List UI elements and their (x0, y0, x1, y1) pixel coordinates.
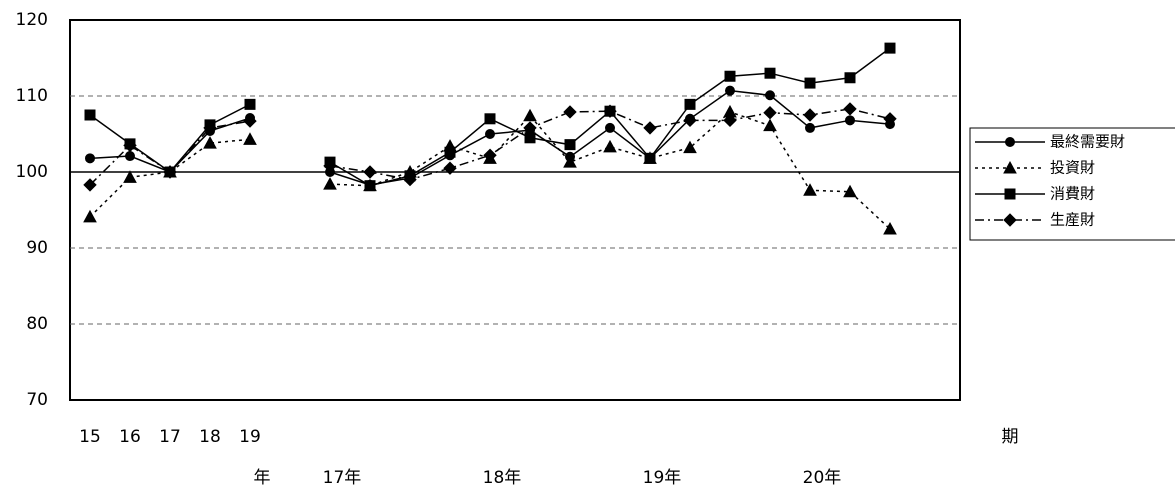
marker (203, 121, 217, 135)
marker (364, 180, 376, 192)
marker (123, 170, 137, 183)
series-line (89, 111, 891, 230)
x-group-label: 17年 (323, 468, 362, 488)
marker (484, 113, 496, 125)
legend-marker (1005, 137, 1015, 147)
legend-label: 生産財 (1050, 211, 1095, 229)
x-axis-label: 期 (1002, 427, 1019, 447)
x-group-label: 19年 (643, 468, 682, 488)
marker (764, 67, 776, 79)
marker (724, 70, 736, 82)
marker (163, 165, 177, 179)
x-tick-label: 16 (119, 427, 141, 447)
y-tick-label: 100 (16, 162, 48, 182)
marker (804, 77, 816, 89)
plot-frame (69, 19, 961, 401)
marker (723, 113, 737, 128)
marker (483, 148, 497, 162)
legend-box (969, 127, 1175, 241)
x-tick-label: 15 (79, 427, 101, 447)
marker (765, 90, 775, 101)
marker (523, 121, 537, 135)
marker (883, 112, 897, 126)
marker (603, 139, 617, 153)
series-line (89, 108, 891, 186)
marker (244, 98, 256, 110)
marker (725, 85, 735, 96)
marker (763, 106, 777, 120)
legend-marker (1004, 188, 1016, 200)
legend-label: 投資財 (1050, 159, 1095, 177)
marker (643, 121, 657, 135)
marker (363, 165, 377, 179)
marker (83, 178, 97, 192)
y-tick-label: 70 (26, 390, 48, 410)
y-tick-label: 110 (16, 86, 48, 106)
x-tick-label: 18 (199, 427, 221, 447)
marker (444, 146, 456, 158)
marker (203, 136, 217, 149)
x-group-label: 18年 (483, 468, 522, 488)
marker (243, 114, 257, 128)
marker (563, 105, 577, 119)
marker (83, 209, 97, 223)
marker (323, 177, 337, 190)
marker (844, 72, 856, 84)
x-tick-label: 17 (159, 427, 181, 447)
marker (684, 98, 696, 110)
marker (123, 138, 137, 153)
legend-label: 消費財 (1050, 185, 1095, 203)
marker (644, 152, 656, 164)
legend-label: 最終需要財 (1050, 133, 1125, 151)
marker (605, 122, 615, 133)
y-tick-label: 90 (26, 238, 48, 258)
marker (125, 151, 135, 162)
marker (884, 42, 896, 54)
x-group-label: 20年 (803, 468, 842, 488)
marker (84, 109, 96, 121)
marker (243, 132, 257, 145)
marker (803, 183, 817, 196)
marker (763, 118, 777, 132)
marker (805, 122, 815, 133)
marker (323, 159, 337, 173)
marker (563, 155, 577, 168)
marker (523, 108, 537, 122)
legend-marker (1003, 160, 1017, 174)
marker (485, 129, 495, 139)
marker (603, 104, 617, 118)
marker (403, 172, 417, 187)
x-group-label: 年 (254, 468, 271, 488)
marker (443, 161, 457, 175)
marker (564, 139, 576, 151)
marker (843, 184, 857, 198)
marker (683, 113, 697, 128)
marker (683, 140, 697, 154)
y-tick-label: 120 (16, 10, 48, 30)
y-tick-label: 80 (26, 314, 48, 334)
x-tick-label: 19 (239, 427, 261, 447)
marker (803, 108, 817, 122)
marker (85, 153, 95, 164)
marker (843, 102, 857, 116)
marker (883, 221, 897, 235)
legend-marker (1003, 213, 1017, 227)
marker (845, 115, 855, 126)
